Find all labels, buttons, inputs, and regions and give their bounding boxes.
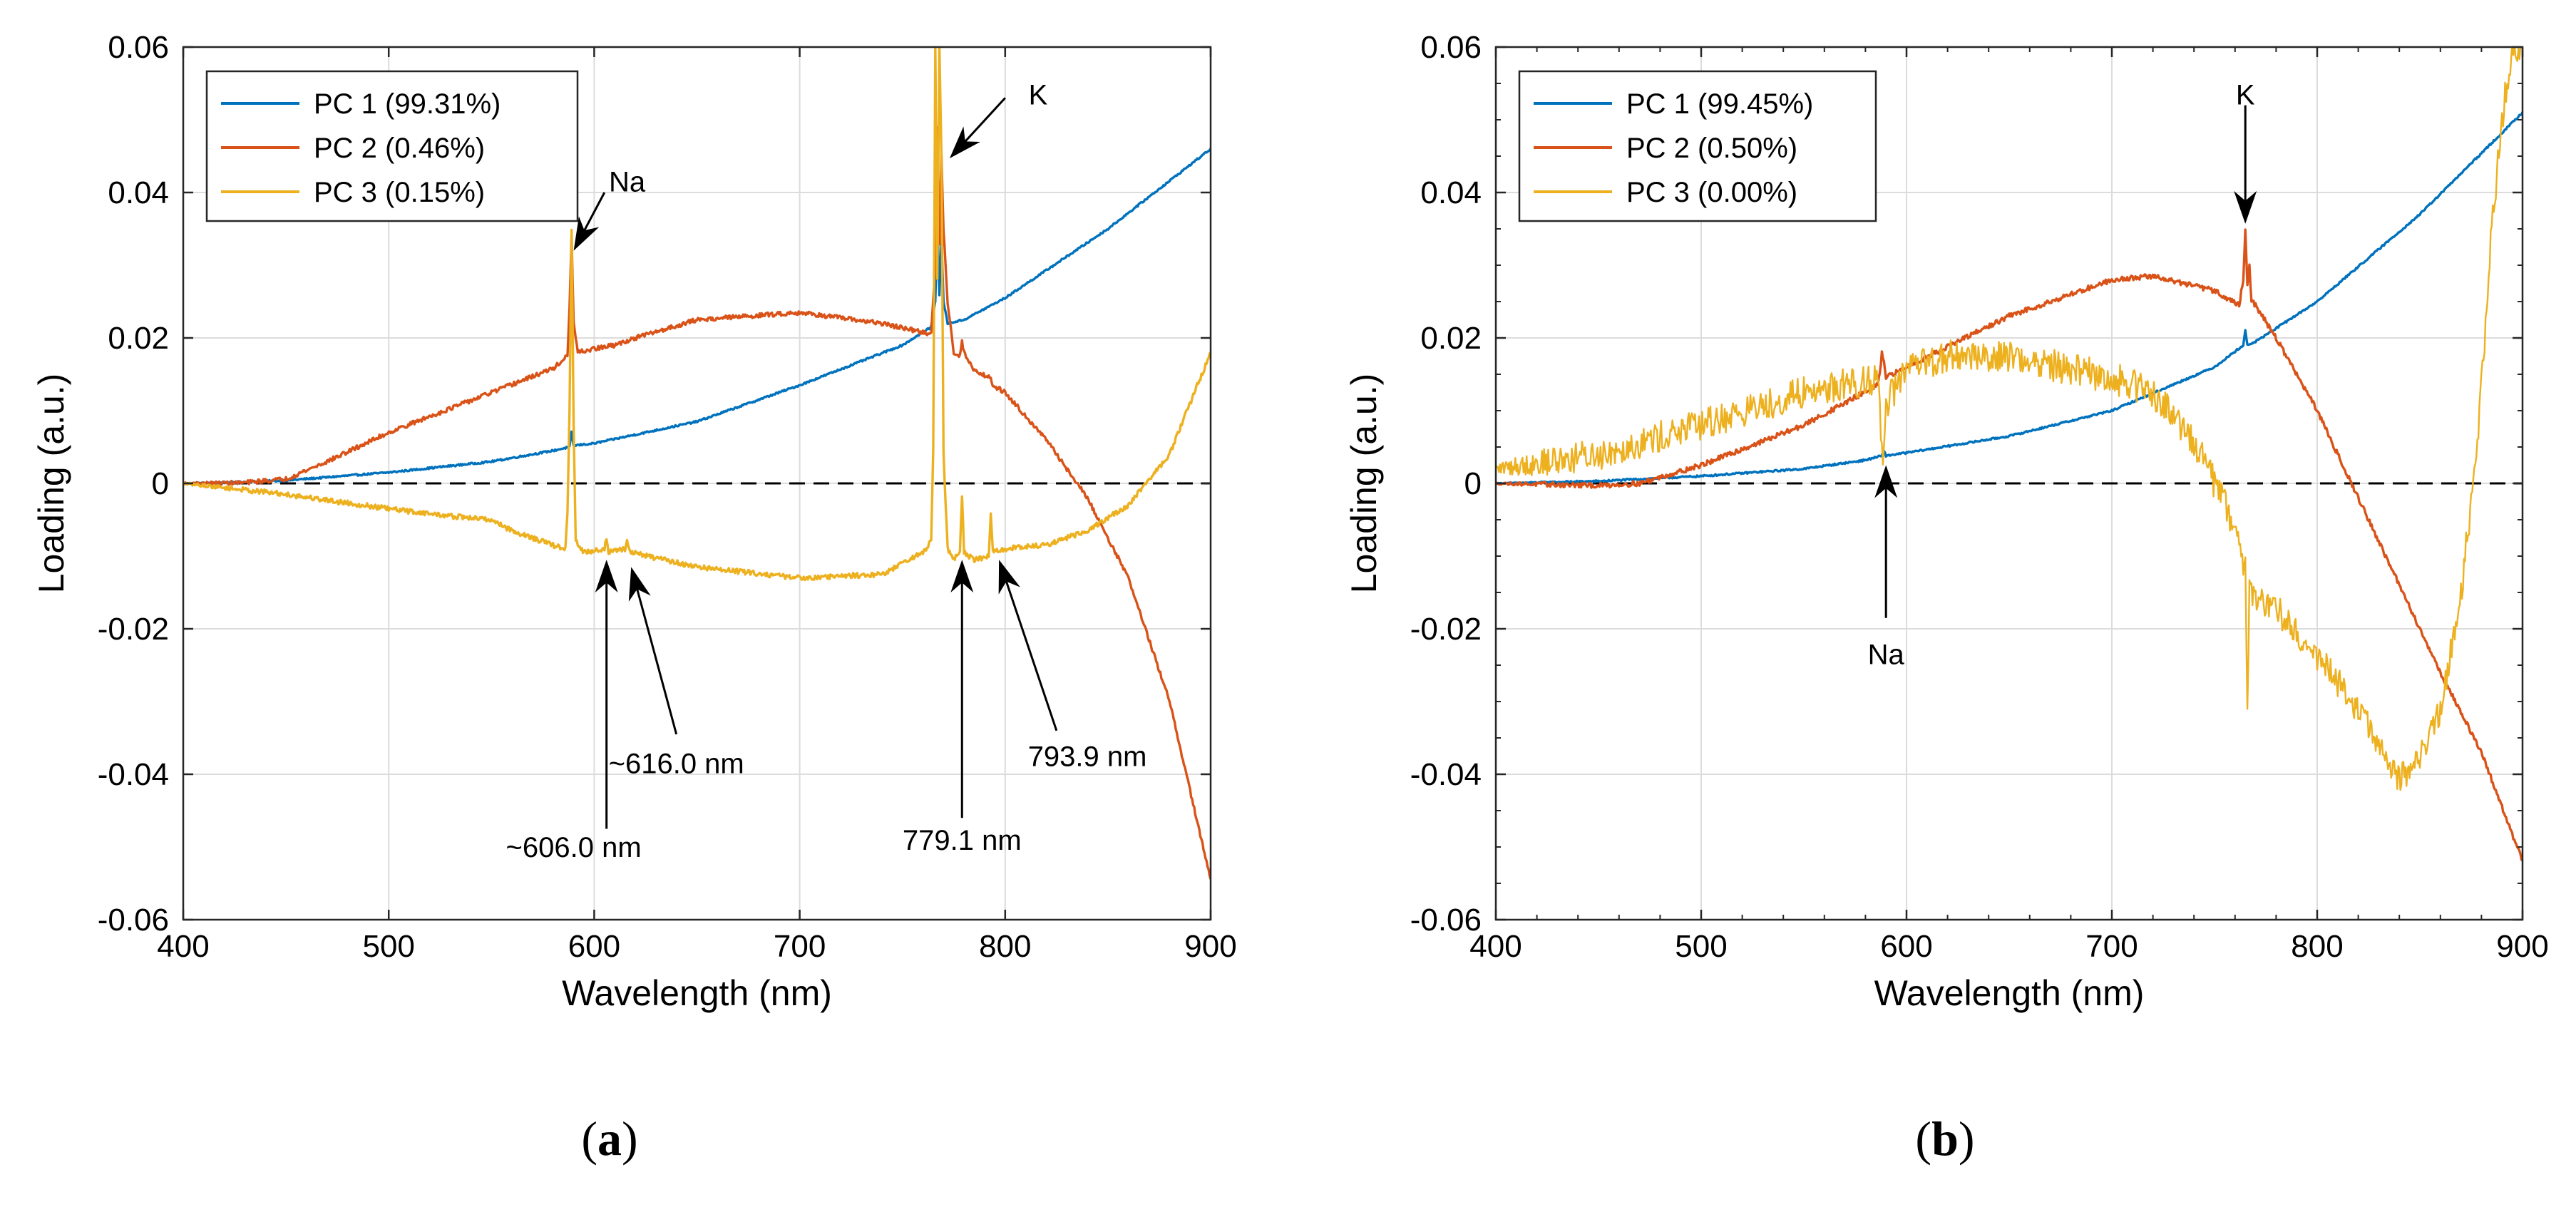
annotation-label: K	[2236, 79, 2255, 111]
annotation-label: Na	[1868, 640, 1905, 671]
y-tick-label: 0	[1464, 466, 1482, 501]
annotation-label: ~606.0 nm	[506, 832, 642, 863]
x-tick-label: 700	[2085, 929, 2138, 964]
x-tick-label: 800	[979, 929, 1031, 964]
x-tick-label: 600	[568, 929, 620, 964]
annotation-label: ~616.0 nm	[609, 749, 744, 780]
legend-entry-pc3: PC 3 (0.15%)	[314, 177, 485, 208]
annotation-arrow-shaft	[636, 588, 678, 735]
annotation-label: 793.9 nm	[1028, 741, 1147, 773]
series-line-pc3	[1496, 47, 2522, 791]
x-tick-label: 800	[2291, 929, 2343, 964]
annotation-arrow-head	[595, 560, 618, 593]
panel-b: 400 500 600 700 800 900 -0.06 -0.04 -0.02 0 0.02 0.…	[1344, 30, 2549, 1166]
y-tick-label: -0.02	[1410, 612, 1482, 647]
y-axis-title: Loading (a.u.)	[31, 374, 71, 594]
legend: PC 1 (99.31%) PC 2 (0.46%) PC 3 (0.15%)	[205, 70, 579, 222]
x-tick-label: 900	[1184, 929, 1236, 964]
x-tick-label: 500	[362, 929, 414, 964]
annotation-arrow-head	[573, 216, 600, 251]
legend-entry-pc1: PC 1 (99.31%)	[314, 88, 501, 120]
annotation-label: K	[1029, 79, 1048, 111]
x-tick-label: 900	[2496, 929, 2548, 964]
annotation-label: Na	[609, 167, 646, 198]
annotation-arrow-head	[950, 560, 974, 593]
series-line-pc3	[183, 47, 1211, 582]
series-line-pc1	[183, 148, 1211, 485]
x-tick-label: 500	[1675, 929, 1727, 964]
annotation-arrow-head	[949, 126, 980, 159]
series-line-pc2	[1496, 228, 2523, 862]
y-tick-label: -0.06	[98, 903, 169, 938]
y-tick-label: 0.06	[1420, 30, 1482, 65]
y-axis-title: Loading (a.u.)	[1344, 374, 1384, 594]
y-tick-label: 0	[152, 466, 169, 501]
y-tick-label: 0.02	[108, 321, 169, 356]
legend: PC 1 (99.45%) PC 2 (0.50%) PC 3 (0.00%)	[1518, 70, 1877, 222]
panel-label: (a)	[581, 1111, 637, 1166]
x-tick-label: 700	[774, 929, 826, 964]
annotation-arrow-shaft	[1005, 581, 1058, 731]
panel-label: (b)	[1915, 1111, 1974, 1166]
annotation-label: 779.1 nm	[903, 825, 1022, 856]
y-tick-label: -0.04	[98, 757, 169, 792]
y-tick-label: 0.04	[108, 175, 169, 210]
y-tick-label: 0.06	[108, 30, 169, 65]
annotation-arrow-head	[1874, 465, 1898, 498]
y-tick-label: -0.04	[1410, 757, 1482, 792]
annotation-arrow-head	[628, 567, 651, 602]
legend-entry-pc1: PC 1 (99.45%)	[1626, 88, 1813, 120]
annotation-arrow-head	[998, 560, 1020, 595]
y-tick-label: -0.02	[98, 612, 169, 647]
x-tick-label: 600	[1880, 929, 1932, 964]
annotation-arrow-shaft	[583, 192, 606, 231]
y-tick-label: 0.02	[1420, 321, 1482, 356]
panel-a: 400 500 600 700 800 900 -0.06 -0.04 -0.02 0 0.02 0.…	[31, 30, 1237, 1166]
y-tick-label: -0.06	[1410, 903, 1482, 938]
legend-entry-pc3: PC 3 (0.00%)	[1626, 177, 1797, 208]
legend-entry-pc2: PC 2 (0.50%)	[1626, 133, 1797, 164]
y-tick-label: 0.04	[1420, 175, 1482, 210]
x-tick-label: 400	[157, 929, 209, 964]
legend-entry-pc2: PC 2 (0.46%)	[314, 133, 485, 164]
annotation-arrow-shaft	[964, 97, 1006, 143]
x-axis-title: Wavelength (nm)	[562, 973, 832, 1013]
annotation-arrow-head	[2234, 190, 2257, 224]
x-axis-title: Wavelength (nm)	[1874, 973, 2145, 1013]
x-tick-label: 400	[1469, 929, 1522, 964]
series-line-pc2	[183, 125, 1211, 880]
